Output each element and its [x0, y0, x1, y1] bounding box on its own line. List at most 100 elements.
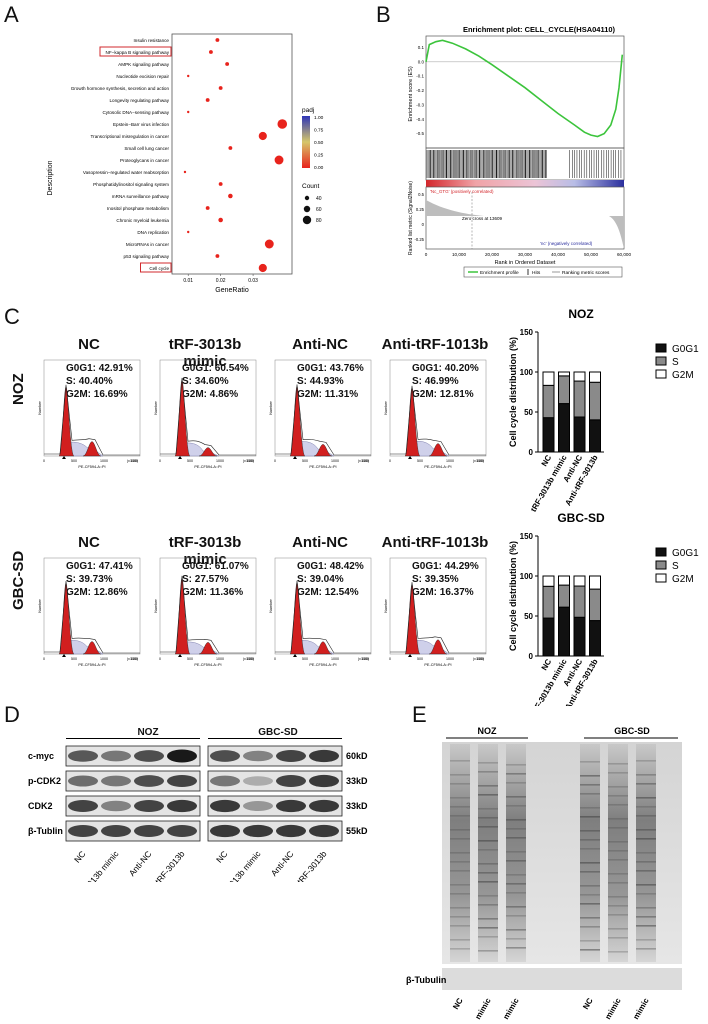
term-label: MicroRNAs in cancer [126, 242, 170, 247]
flow-x-label: PE-CF594-A::PI [309, 465, 336, 469]
protein-band [450, 806, 470, 808]
dot-point [187, 74, 190, 78]
marker-triangle [62, 654, 66, 657]
protein-band [580, 949, 600, 951]
protein-band [580, 830, 600, 832]
wb-group-noz: NOZ [137, 727, 159, 738]
protein-band [506, 947, 526, 949]
protein-band [478, 927, 498, 929]
flow-x-unit: (x 100) [127, 657, 138, 661]
flow-stat-line: S: 39.35% [412, 574, 459, 585]
protein-band [636, 916, 656, 918]
dot-point [258, 131, 267, 141]
flow-stats: G0G1: 44.29% S: 39.35% G2M: 16.37% [412, 560, 479, 599]
flow-y-label: Number [384, 401, 388, 415]
bar-legend-label: S [672, 357, 679, 368]
flow-stat-line: S: 44.93% [297, 376, 344, 387]
protein-band [580, 761, 600, 763]
flow-stat-line: G2M: 16.69% [66, 389, 128, 400]
flow-x-tick: 1500 [130, 459, 138, 463]
wb-band [243, 824, 273, 838]
metric-tick-label: 0.5 [418, 192, 424, 197]
protein-band [506, 938, 526, 940]
flow-x-label: PE-CF594-A::PI [424, 465, 451, 469]
flow-stat-line: G0G1: 48.42% [297, 561, 364, 572]
term-label: Inositol phosphate metabolism [107, 206, 169, 211]
flow-frame [159, 359, 257, 457]
flow-y-label: Number [154, 599, 158, 613]
protein-band [478, 794, 498, 796]
term-label: AMPK signaling pathway [118, 62, 170, 67]
wb-band [210, 824, 240, 838]
flow-stats: G0G1: 43.76% S: 44.93% G2M: 11.31% [297, 362, 364, 401]
padj-tick-label: 0.75 [314, 128, 324, 134]
panel-label-d: D [4, 702, 20, 727]
wb-band [101, 750, 131, 762]
protein-band [450, 783, 470, 785]
protein-band [450, 838, 470, 840]
flow-stat-line: G2M: 12.54% [297, 587, 359, 598]
protein-band [450, 797, 470, 799]
panel-label-a: A [4, 2, 19, 27]
flow-x-tick: 1500 [361, 657, 369, 661]
flow-stats: G0G1: 40.20% S: 46.99% G2M: 12.81% [412, 362, 479, 401]
wb-strip [207, 770, 343, 792]
bar-legend-swatch [655, 573, 667, 583]
bar-legend-label: G2M [672, 370, 694, 381]
flow-x-tick: 500 [302, 459, 308, 463]
bar-segment-g2m [589, 575, 601, 590]
dot-point [187, 230, 190, 234]
dot-point [215, 38, 220, 42]
protein-band [636, 774, 656, 776]
flow-x-tick: 0 [389, 459, 391, 463]
wb-band [276, 824, 306, 838]
wb-band [309, 749, 339, 763]
dot-plot-svg: Insulin resistance NF−kappa B signaling p… [47, 33, 324, 294]
wb-band [210, 750, 240, 762]
flow-x-tick: 1500 [476, 657, 484, 661]
term-label: Insulin resistance [134, 38, 170, 43]
gsea-metric-label: Ranked list metric (Signal2Noise) [408, 181, 414, 255]
wb-band [276, 775, 306, 787]
bar-segment-g2m [558, 575, 570, 586]
flow-y-label: Number [269, 599, 273, 613]
flow-outline [390, 582, 486, 654]
flow-x-tick: 500 [187, 657, 193, 661]
flow-histogram: 0 500 1000 1500(x 100)PE-CF594-A::PI Number [384, 557, 487, 667]
gsea-legend-metric: Ranking metric scores [562, 270, 610, 276]
marker-triangle [293, 456, 297, 459]
flow-title: Anti-tRF-1013b [381, 534, 489, 551]
protein-band [450, 760, 470, 762]
protein-lane-label: NC [581, 996, 595, 1011]
es-tick-label: -0.1 [416, 74, 424, 79]
protein-band [478, 863, 498, 865]
protein-band [478, 840, 498, 842]
count-legend-label: 60 [316, 207, 322, 213]
protein-band [478, 918, 498, 920]
dot-plot-xlabel: GeneRatio [215, 287, 249, 294]
marker-triangle [408, 654, 412, 657]
bar-segment-s [589, 381, 601, 421]
flow-stats: G0G1: 48.42% S: 39.04% G2M: 12.54% [297, 560, 364, 599]
gsea-x-tick-label: 50,000 [584, 252, 598, 257]
protein-band [478, 849, 498, 851]
flow-outline [44, 384, 140, 456]
protein-band [450, 939, 470, 941]
flow-title: Anti-NC [292, 336, 348, 353]
gsea-xlabel: Rank in Ordered Dataset [495, 260, 556, 266]
protein-band [506, 915, 526, 917]
marker-triangle [293, 654, 297, 657]
bar-legend-swatch [655, 369, 667, 379]
padj-legend-title: padj [302, 107, 314, 114]
protein-band [450, 829, 470, 831]
protein-smear-lane [580, 744, 600, 962]
wb-strip [65, 770, 201, 792]
dot-point [205, 98, 210, 102]
dot-point [218, 86, 223, 90]
es-tick-label: -0.3 [416, 102, 424, 107]
flow-stat-line: G0G1: 60.54% [182, 363, 249, 374]
protein-smear-lane [450, 744, 470, 962]
bar-segment-s [589, 588, 601, 622]
protein-band [580, 862, 600, 864]
flow-x-tick: 1500 [246, 459, 254, 463]
